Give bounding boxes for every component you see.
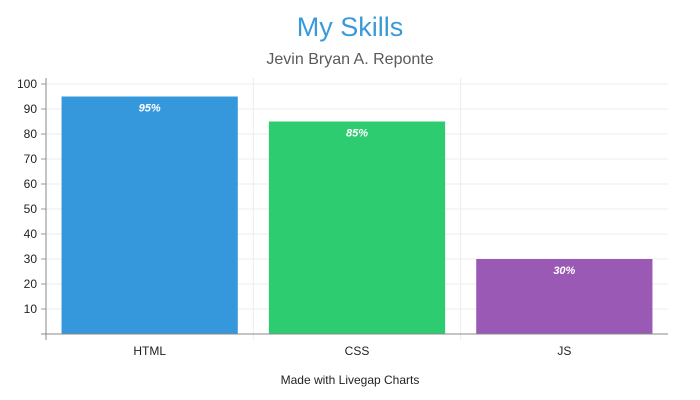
y-tick-label: 20 — [24, 277, 38, 291]
y-tick-label: 100 — [17, 77, 37, 91]
x-tick-label: CSS — [345, 344, 370, 358]
labels: 95% HTML 85% CSS 30% JS 10 20 30 40 50 60 70 80 90 100 — [17, 77, 576, 358]
y-tick-label: 40 — [24, 227, 38, 241]
axes — [41, 78, 668, 340]
chart-title: My Skills — [296, 12, 404, 42]
y-tick-label: 90 — [24, 102, 38, 116]
y-tick-label: 70 — [24, 152, 38, 166]
y-tick-label: 30 — [24, 252, 38, 266]
footer-credit: Made with Livegap Charts — [280, 373, 420, 387]
data-label-js: 30% — [553, 265, 575, 277]
x-tick-label: JS — [557, 344, 571, 358]
bars — [61, 96, 653, 334]
x-tick-label: HTML — [133, 344, 166, 358]
bar-css — [268, 121, 446, 334]
y-tick-label: 50 — [24, 202, 38, 216]
y-tick-label: 60 — [24, 177, 38, 191]
bar-html — [61, 96, 238, 334]
y-tick-label: 10 — [24, 302, 38, 316]
data-label-css: 85% — [346, 128, 368, 140]
bar-js — [476, 259, 653, 334]
chart-subtitle: Jevin Bryan A. Reponte — [266, 51, 434, 68]
y-tick-label: 80 — [24, 127, 38, 141]
data-label-html: 95% — [139, 103, 161, 115]
